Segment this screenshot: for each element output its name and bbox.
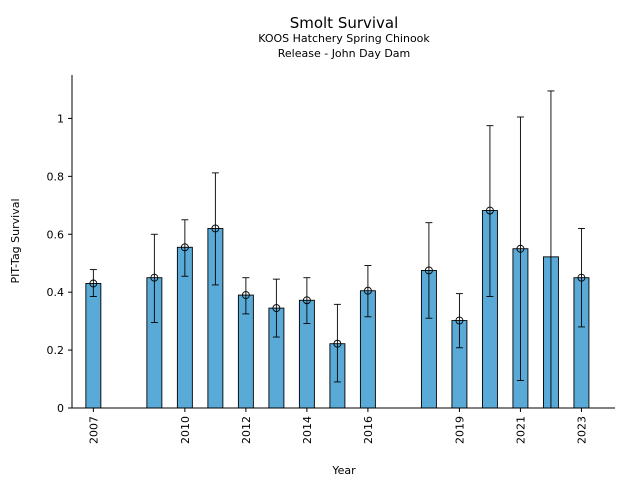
point-marker-2012 [241,291,250,300]
chart-subtitle-line-2: Release - John Day Dam [278,47,411,60]
x-tick-label: 2007 [87,416,100,444]
plot-area: 0 0.2 0.4 0.6 0.8 1 2007 2010 2012 2014 2016 2019 20… [47,75,615,444]
bar-2007 [85,283,102,409]
x-tick-label: 2012 [240,416,253,444]
x-tick-label: 2023 [575,416,588,444]
point-marker-2015 [333,339,342,348]
chart-subtitle-line-1: KOOS Hatchery Spring Chinook [258,32,430,45]
x-axis-label: Year [331,464,356,477]
y-tick-label: 0.6 [47,228,65,241]
x-tick-label: 2010 [179,416,192,444]
point-marker-2011 [211,224,220,233]
point-marker-2014 [302,296,311,305]
point-marker-2009 [150,273,159,282]
y-axis-label: PIT-Tag Survival [9,198,22,283]
y-tick-label: 0.8 [47,170,65,183]
x-tick-label: 2016 [362,416,375,444]
point-marker-2021 [516,244,525,253]
x-tick-label: 2014 [301,416,314,444]
y-tick-label: 0 [57,402,64,415]
point-marker-2013 [272,304,281,313]
y-tick-label: 0.4 [47,286,65,299]
point-marker-2023 [577,273,586,282]
y-tick-label: 1 [57,112,64,125]
x-tick-label: 2019 [453,416,466,444]
y-tick-label: 0.2 [47,344,65,357]
x-tick-label: 2021 [514,416,527,444]
point-marker-2010 [180,243,189,252]
point-marker-2016 [363,286,372,295]
point-marker-2007 [89,279,98,288]
point-marker-2019 [455,316,464,325]
point-marker-2020 [485,206,494,215]
chart-title: Smolt Survival [290,14,399,32]
point-marker-2018 [424,266,433,275]
